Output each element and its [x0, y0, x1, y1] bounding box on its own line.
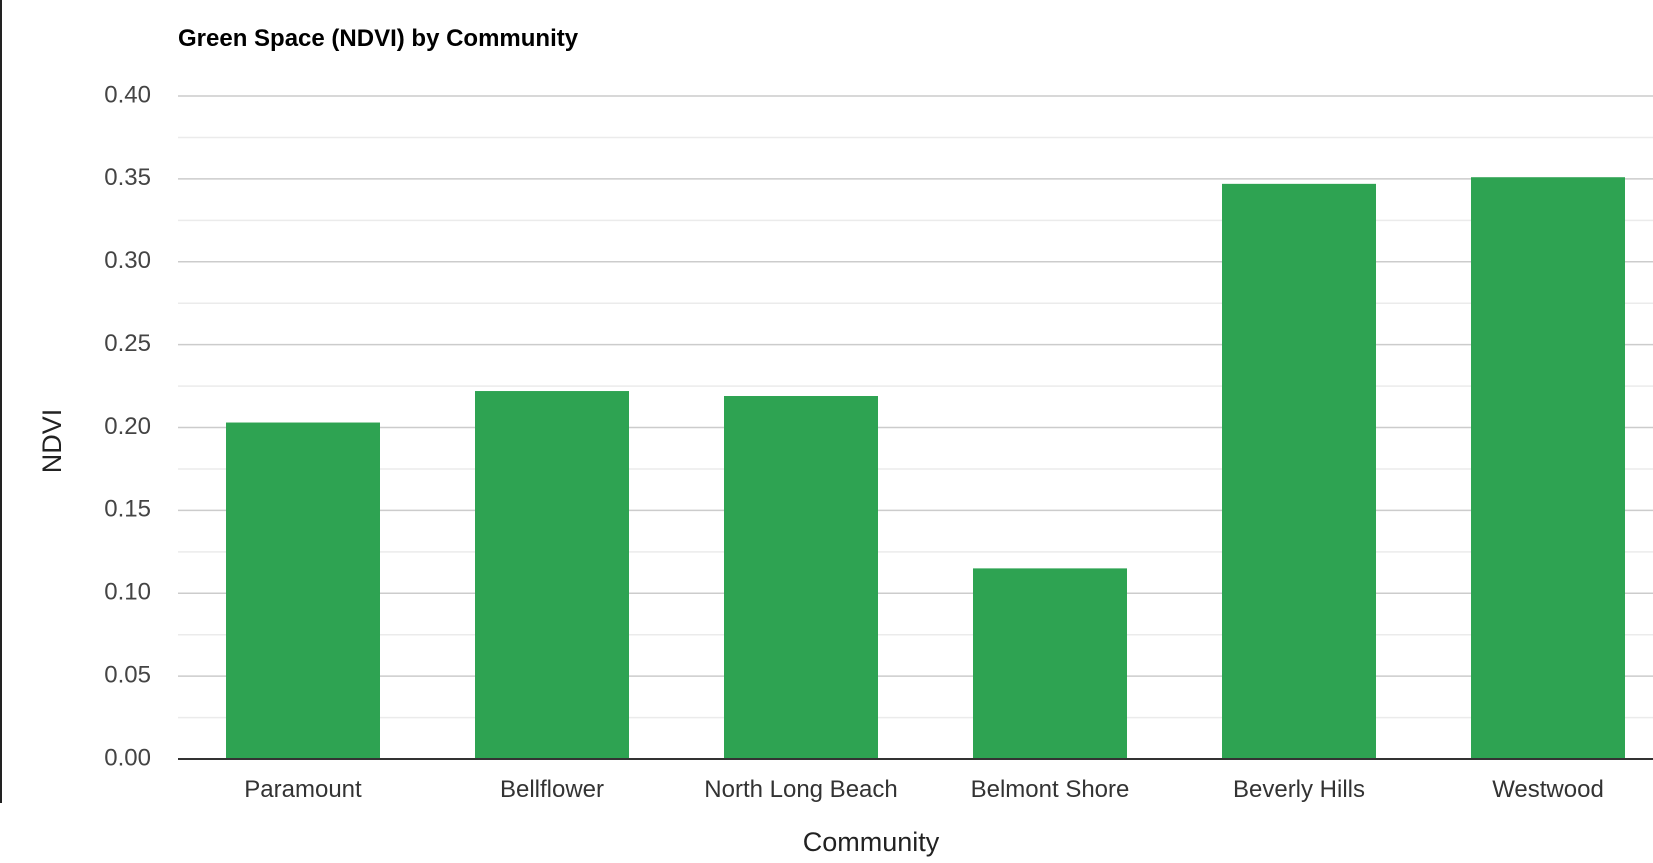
x-axis-title: Community [803, 827, 940, 857]
y-axis-title: NDVI [37, 409, 67, 474]
bar-westwood [1471, 177, 1625, 759]
y-tick-label: 0.15 [104, 496, 151, 523]
y-tick-label: 0.05 [104, 661, 151, 688]
y-tick-label: 0.35 [104, 164, 151, 191]
bars [226, 177, 1625, 759]
x-tick-label: Belmont Shore [971, 776, 1130, 803]
x-tick-label: Bellflower [500, 776, 604, 803]
x-tick-label: Westwood [1492, 776, 1604, 803]
y-tick-label: 0.40 [104, 81, 151, 108]
bar-belmont-shore [973, 568, 1127, 759]
x-tick-label: North Long Beach [704, 776, 897, 803]
x-tick-label: Beverly Hills [1233, 776, 1365, 803]
axes: 0.00 0.05 0.10 0.15 0.20 0.25 0.30 0.35 0.40 Para… [104, 81, 1653, 803]
y-tick-label: 0.30 [104, 247, 151, 274]
bar-paramount [226, 422, 380, 759]
bar-bellflower [475, 391, 629, 759]
y-tick-label: 0.00 [104, 744, 151, 771]
y-tick-label: 0.20 [104, 413, 151, 440]
gridlines [178, 95, 1653, 719]
y-tick-label: 0.25 [104, 330, 151, 357]
x-tick-label: Paramount [244, 776, 362, 803]
y-tick-label: 0.10 [104, 579, 151, 606]
bar-north-long-beach [724, 396, 878, 759]
left-border-line [0, 0, 2, 803]
bar-beverly-hills [1222, 183, 1376, 759]
chart-title: Green Space (NDVI) by Community [178, 25, 579, 52]
